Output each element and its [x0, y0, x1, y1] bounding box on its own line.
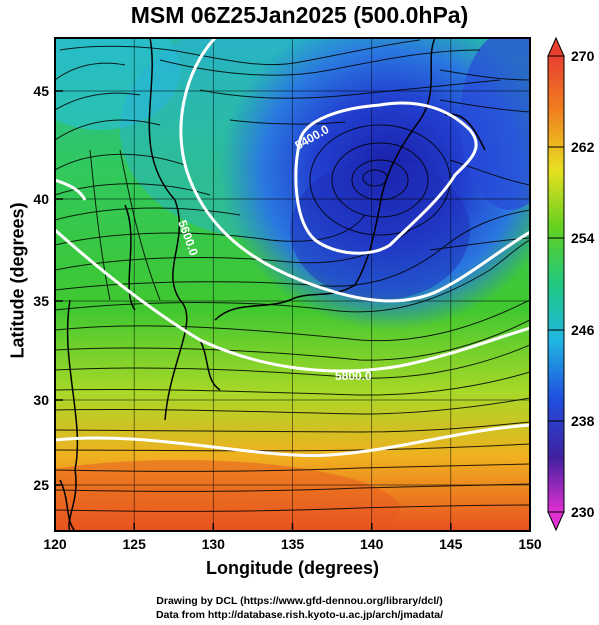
contour-5800	[55, 228, 530, 373]
colorbar-label: 246	[571, 322, 595, 338]
x-axis-label: Longitude (degrees)	[205, 558, 379, 578]
contour-5600	[179, 38, 530, 303]
x-tick-label: 145	[439, 536, 463, 552]
y-tick-label: 40	[33, 191, 49, 207]
y-tick-label: 35	[33, 293, 49, 309]
y-axis-label: Latitude (degrees)	[7, 202, 28, 359]
x-tick-label: 150	[518, 536, 542, 552]
y-tick-labels: 25 30 35 40 45	[33, 83, 49, 493]
y-tick-label: 30	[33, 392, 49, 408]
x-tick-label: 120	[43, 536, 67, 552]
x-tick-label: 140	[360, 536, 384, 552]
colorbar-label: 238	[571, 413, 595, 429]
credit-drawing: Drawing by DCL (https://www.gfd-dennou.o…	[156, 595, 443, 607]
contour-5400	[294, 101, 478, 255]
y-tick-label: 45	[33, 83, 49, 99]
colorbar-top-arrow	[547, 36, 565, 57]
contour-label-5800: 5800.0	[335, 369, 372, 383]
y-tick-label: 25	[33, 477, 49, 493]
height-contours	[55, 38, 530, 458]
x-tick-label: 135	[281, 536, 305, 552]
wind-streamlines	[55, 39, 530, 512]
contour-5800b	[55, 423, 530, 458]
x-tick-labels: 120 125 130 135 140 145 150	[43, 536, 542, 552]
map-title: MSM 06Z25Jan2025 (500.0hPa)	[130, 2, 469, 28]
credit-data: Data from http://database.rish.kyoto-u.a…	[155, 609, 444, 621]
colorbar-label: 230	[571, 504, 595, 520]
colorbar-scale	[547, 55, 565, 513]
contour-5800c	[55, 178, 87, 201]
colorbar-label: 270	[571, 48, 595, 64]
colorbar-label: 254	[571, 230, 595, 246]
x-tick-label: 130	[202, 536, 226, 552]
tick-marks	[54, 90, 531, 531]
map-plot-area: 5400.0 5600.0 5800.0	[55, 38, 530, 531]
colorbar: 270 262 254 246 238 230	[547, 36, 595, 532]
colorbar-label: 262	[571, 139, 595, 155]
colorbar-bottom-arrow	[547, 511, 565, 532]
x-tick-label: 125	[123, 536, 147, 552]
